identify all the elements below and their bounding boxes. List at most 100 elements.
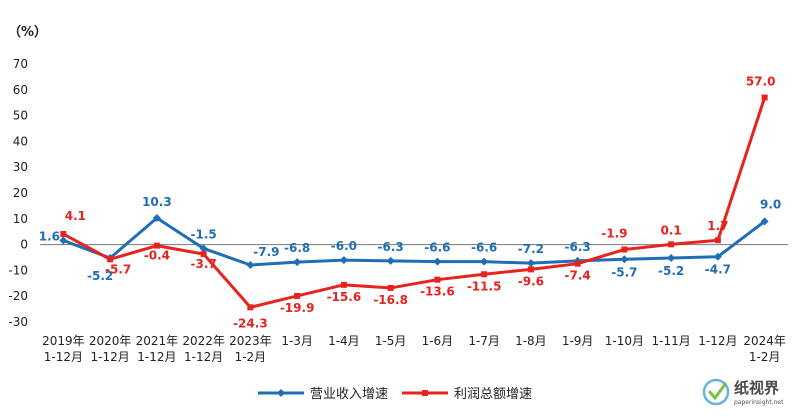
x-tick-label: 1-12月 xyxy=(184,350,223,364)
y-tick-label: 30 xyxy=(13,160,28,174)
data-label-revenue: 10.3 xyxy=(142,195,172,209)
data-label-profit: -19.9 xyxy=(280,301,315,315)
x-tick-label: 1-8月 xyxy=(515,334,547,348)
data-label-revenue: -6.6 xyxy=(471,241,497,255)
data-label-revenue: -4.7 xyxy=(705,263,731,277)
x-tick-label: 2024年 xyxy=(743,334,786,348)
x-tick-label: 2019年 xyxy=(42,334,85,348)
data-point-revenue xyxy=(620,255,629,264)
data-point-revenue xyxy=(526,259,535,268)
data-point-profit xyxy=(714,237,721,244)
data-point-profit xyxy=(621,246,628,253)
y-tick-label: 10 xyxy=(13,212,28,226)
watermark-subtext: paperinsight.net xyxy=(734,399,784,406)
y-tick-label: 60 xyxy=(13,83,28,97)
data-point-revenue xyxy=(480,257,489,266)
watermark-logo-icon xyxy=(702,378,730,406)
x-tick-label: 2023年 xyxy=(229,334,272,348)
y-axis: 70 60 50 40 30 20 10 0 -10 -20 -30 xyxy=(8,57,28,329)
data-point-profit xyxy=(294,292,301,299)
x-tick-label: 1-9月 xyxy=(562,334,594,348)
data-label-profit: -13.6 xyxy=(420,285,455,299)
data-label-profit: -15.6 xyxy=(327,290,362,304)
data-point-revenue xyxy=(59,236,68,245)
data-label-profit: -24.3 xyxy=(233,316,268,330)
watermark-text: 纸视界 xyxy=(734,379,779,397)
data-point-revenue xyxy=(760,217,769,226)
y-tick-label: -10 xyxy=(8,263,28,277)
data-label-profit: -9.6 xyxy=(518,274,544,288)
x-tick-label: 1-4月 xyxy=(328,334,360,348)
data-label-profit: -16.8 xyxy=(373,293,408,307)
data-label-revenue: -5.2 xyxy=(658,264,684,278)
legend: 营业收入增速 利润总额增速 xyxy=(258,387,532,402)
watermark-check-icon xyxy=(707,382,728,401)
data-point-profit xyxy=(574,260,581,267)
y-tick-label: 40 xyxy=(13,134,28,148)
x-tick-label: 1-12月 xyxy=(137,350,176,364)
data-point-profit xyxy=(434,276,441,283)
data-label-revenue: -1.5 xyxy=(191,227,217,241)
x-tick-label: 1-2月 xyxy=(749,350,781,364)
y-tick-label: -20 xyxy=(8,289,28,303)
watermark: 纸视界 paperinsight.net xyxy=(702,378,784,406)
x-tick-label: 2020年 xyxy=(89,334,132,348)
data-point-revenue xyxy=(246,260,255,269)
data-label-profit: 4.1 xyxy=(65,209,86,223)
data-label-revenue: -6.3 xyxy=(378,240,404,254)
x-tick-label: 1-6月 xyxy=(422,334,454,348)
x-tick-label: 1-3月 xyxy=(281,334,313,348)
data-label-profit: -5.7 xyxy=(105,262,131,276)
data-label-revenue: 9.0 xyxy=(760,197,781,211)
data-point-revenue xyxy=(433,257,442,266)
data-label-revenue: -6.0 xyxy=(331,239,357,253)
data-point-profit xyxy=(247,304,254,311)
series-line-revenue xyxy=(62,216,766,267)
x-tick-label: 1-11月 xyxy=(652,334,691,348)
series-line-profit xyxy=(62,97,767,309)
x-tick-label: 1-12月 xyxy=(91,350,130,364)
data-point-profit xyxy=(60,231,67,238)
data-point-profit xyxy=(340,281,347,288)
x-tick-label: 2022年 xyxy=(182,334,225,348)
data-labels: 1.6 -5.2 10.3 -1.5 -7.9 -6.8 -6.0 -6.3 -6.6 -6.6 -… xyxy=(39,75,782,331)
data-label-revenue: -5.7 xyxy=(611,265,637,279)
data-label-profit: 57.0 xyxy=(746,75,776,89)
legend-marker-profit xyxy=(422,390,428,396)
data-label-profit: 0.1 xyxy=(660,223,681,237)
data-point-profit xyxy=(481,271,488,278)
x-tick-label: 2021年 xyxy=(136,334,179,348)
series-layer xyxy=(59,94,769,311)
data-point-profit xyxy=(107,256,114,263)
data-label-profit: 1.7 xyxy=(707,219,728,233)
y-tick-label: 0 xyxy=(20,238,28,252)
data-label-revenue: -6.3 xyxy=(565,240,591,254)
data-point-profit xyxy=(200,251,207,258)
legend-label-revenue: 营业收入增速 xyxy=(310,387,388,402)
x-axis: 2019年 1-12月 2020年 1-12月 2021年 1-12月 2022年 1-12月… xyxy=(40,244,788,364)
x-tick-label: 1-2月 xyxy=(235,350,267,364)
data-label-profit: -0.4 xyxy=(144,249,170,263)
data-point-revenue xyxy=(199,244,208,253)
data-point-revenue xyxy=(667,254,676,263)
y-tick-label: 20 xyxy=(13,186,28,200)
x-tick-label: 1-12月 xyxy=(44,350,83,364)
unit-label: （%） xyxy=(8,24,47,40)
x-tick-label: 1-12月 xyxy=(698,334,737,348)
data-point-revenue xyxy=(293,258,302,267)
y-tick-label: 70 xyxy=(13,57,28,71)
data-point-profit xyxy=(668,241,675,248)
y-tick-label: -30 xyxy=(8,315,28,329)
legend-label-profit: 利润总额增速 xyxy=(454,387,532,402)
data-point-profit xyxy=(153,242,160,249)
data-label-profit: -7.4 xyxy=(565,269,591,283)
data-point-profit xyxy=(387,284,394,291)
data-label-revenue: -7.2 xyxy=(518,242,544,256)
data-point-profit xyxy=(527,266,534,273)
data-label-profit: -11.5 xyxy=(467,279,502,293)
data-label-profit: -3.7 xyxy=(191,257,217,271)
data-label-revenue: -6.8 xyxy=(284,241,310,255)
data-label-revenue: 1.6 xyxy=(39,229,60,243)
data-label-revenue: -5.2 xyxy=(87,269,113,283)
